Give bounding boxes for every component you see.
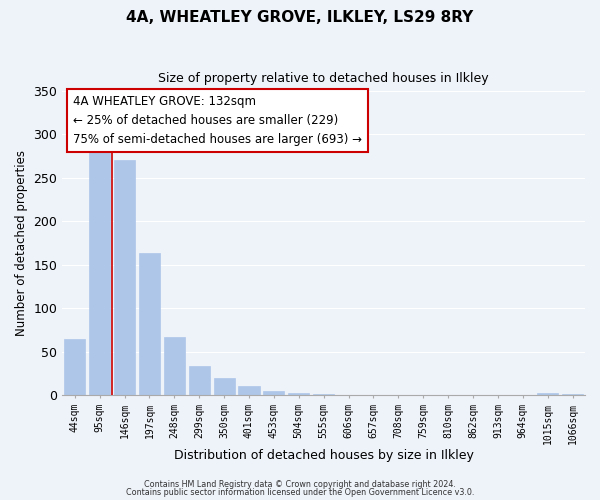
Bar	[139, 254, 160, 395]
Y-axis label: Number of detached properties: Number of detached properties	[15, 150, 28, 336]
Bar	[263, 391, 284, 395]
Bar	[164, 337, 185, 395]
Bar	[537, 394, 558, 395]
Bar	[288, 394, 310, 395]
Bar	[64, 338, 85, 395]
Text: Contains public sector information licensed under the Open Government Licence v3: Contains public sector information licen…	[126, 488, 474, 497]
X-axis label: Distribution of detached houses by size in Ilkley: Distribution of detached houses by size …	[174, 450, 473, 462]
Title: Size of property relative to detached houses in Ilkley: Size of property relative to detached ho…	[158, 72, 489, 86]
Bar	[114, 160, 135, 395]
Text: 4A WHEATLEY GROVE: 132sqm
← 25% of detached houses are smaller (229)
75% of semi: 4A WHEATLEY GROVE: 132sqm ← 25% of detac…	[73, 96, 362, 146]
Bar	[238, 386, 260, 395]
Bar	[562, 394, 583, 395]
Bar	[313, 394, 334, 395]
Bar	[214, 378, 235, 395]
Bar	[188, 366, 210, 395]
Bar	[89, 151, 110, 395]
Text: Contains HM Land Registry data © Crown copyright and database right 2024.: Contains HM Land Registry data © Crown c…	[144, 480, 456, 489]
Text: 4A, WHEATLEY GROVE, ILKLEY, LS29 8RY: 4A, WHEATLEY GROVE, ILKLEY, LS29 8RY	[127, 10, 473, 25]
